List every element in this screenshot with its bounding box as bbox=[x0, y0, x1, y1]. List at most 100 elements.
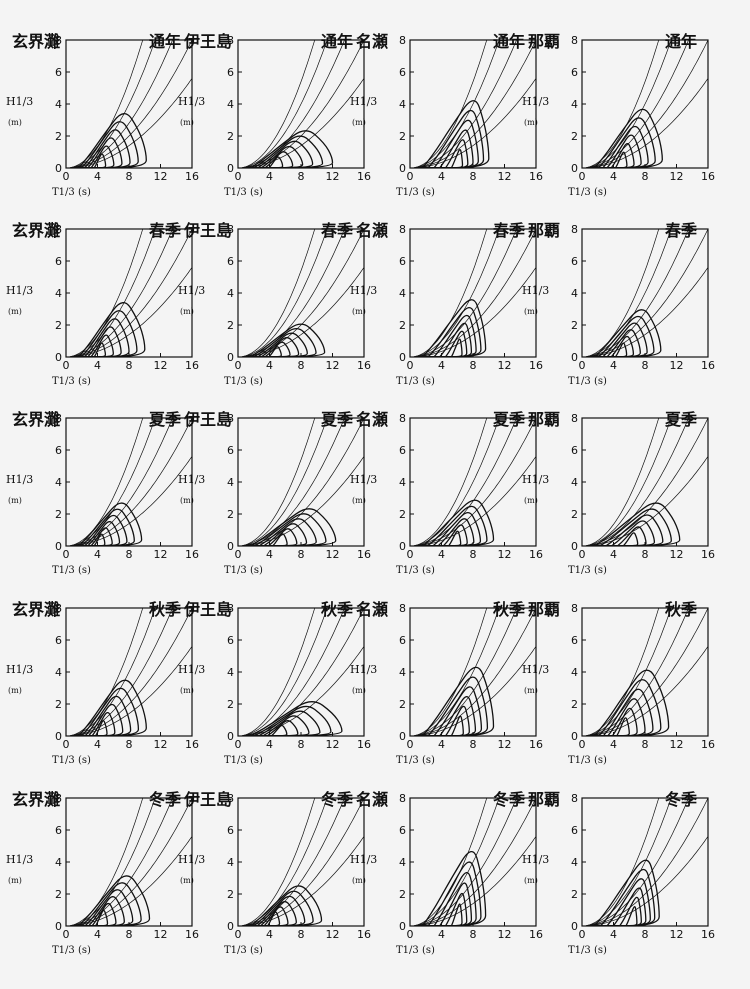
x-tick-label: 16 bbox=[529, 738, 543, 751]
station-label: 玄界灘 bbox=[12, 410, 61, 429]
y-tick-label: 4 bbox=[55, 856, 62, 869]
x-tick-label: 8 bbox=[298, 548, 305, 561]
y-tick-label: 4 bbox=[227, 476, 234, 489]
y-tick-label: 0 bbox=[571, 920, 578, 933]
y-tick-label: 0 bbox=[571, 162, 578, 175]
x-tick-label: 0 bbox=[235, 359, 242, 372]
x-tick-label: 8 bbox=[642, 170, 649, 183]
y-tick-label: 6 bbox=[399, 255, 406, 268]
y-axis-unit: (m) bbox=[8, 118, 22, 127]
y-axis-label: H1/3 bbox=[178, 853, 206, 866]
y-axis-unit: (m) bbox=[180, 307, 194, 316]
contour-line bbox=[248, 323, 326, 358]
x-axis-label: T1/3 (s) bbox=[224, 187, 263, 198]
y-tick-label: 2 bbox=[571, 319, 578, 332]
x-tick-label: 4 bbox=[438, 738, 445, 751]
x-axis-label: T1/3 (s) bbox=[396, 755, 435, 766]
x-tick-label: 8 bbox=[642, 359, 649, 372]
y-tick-label: 6 bbox=[55, 66, 62, 79]
x-tick-label: 8 bbox=[298, 738, 305, 751]
contour-line bbox=[420, 499, 495, 547]
y-tick-label: 6 bbox=[55, 255, 62, 268]
season-label: 通年 bbox=[492, 32, 525, 51]
contour-line bbox=[248, 508, 337, 547]
y-axis-label: H1/3 bbox=[350, 473, 378, 486]
contour-line bbox=[76, 875, 151, 927]
contour-line bbox=[421, 299, 487, 358]
y-tick-label: 0 bbox=[571, 351, 578, 364]
y-tick-label: 0 bbox=[399, 162, 406, 175]
x-tick-label: 8 bbox=[642, 548, 649, 561]
season-label: 秋季 bbox=[320, 600, 353, 619]
x-tick-label: 4 bbox=[94, 170, 101, 183]
contour-line bbox=[248, 130, 334, 169]
chart-panel: 名瀬 春季 H1/3 (m) T1/3 (s) 0 4 8 12 16 0 2 4 6 8 bbox=[350, 201, 543, 391]
x-tick-label: 0 bbox=[63, 548, 70, 561]
x-tick-label: 0 bbox=[235, 928, 242, 941]
steepness-curve bbox=[582, 608, 672, 736]
contour-plot: 0 4 8 12 16 0 2 4 6 8 bbox=[55, 792, 199, 941]
chart-panel: 玄界灘 夏季 H1/3 (m) T1/3 (s) 0 4 8 12 16 0 2 4 6 8 bbox=[6, 390, 199, 580]
x-tick-label: 8 bbox=[642, 928, 649, 941]
y-axis-label: H1/3 bbox=[6, 853, 34, 866]
x-tick-label: 0 bbox=[235, 738, 242, 751]
contour-line bbox=[250, 701, 343, 737]
station-label: 名瀬 bbox=[356, 790, 389, 809]
season-label: 秋季 bbox=[492, 600, 525, 619]
contour-plot: 0 4 8 12 16 0 2 4 6 8 bbox=[227, 412, 371, 561]
y-tick-label: 8 bbox=[55, 223, 62, 236]
steepness-curve bbox=[66, 418, 192, 546]
station-label: 伊王島 bbox=[184, 410, 233, 429]
season-label: 夏季 bbox=[492, 410, 525, 429]
steepness-curve bbox=[410, 40, 517, 168]
chart-panel: 名瀬 秋季 H1/3 (m) T1/3 (s) 0 4 8 12 16 0 2 4 6 8 bbox=[350, 580, 543, 770]
x-tick-label: 4 bbox=[610, 738, 617, 751]
x-tick-label: 4 bbox=[610, 548, 617, 561]
x-tick-label: 4 bbox=[94, 359, 101, 372]
contour-line bbox=[599, 868, 656, 927]
steepness-curve bbox=[582, 646, 708, 736]
y-axis-unit: (m) bbox=[180, 496, 194, 505]
chart-panel: 名瀬 夏季 H1/3 (m) T1/3 (s) 0 4 8 12 16 0 2 4 6 8 bbox=[350, 390, 543, 580]
x-tick-label: 16 bbox=[357, 548, 371, 561]
chart-panel: 那覇 秋季 H1/3 (m) T1/3 (s) 0 4 8 12 16 0 2 4 6 8 bbox=[522, 580, 715, 770]
y-tick-label: 6 bbox=[227, 824, 234, 837]
y-tick-label: 4 bbox=[227, 98, 234, 111]
y-tick-label: 4 bbox=[571, 856, 578, 869]
y-axis-label: H1/3 bbox=[350, 95, 378, 108]
contour-line bbox=[450, 149, 464, 169]
x-tick-label: 4 bbox=[610, 928, 617, 941]
steepness-curve bbox=[410, 608, 517, 736]
x-tick-label: 0 bbox=[63, 359, 70, 372]
y-tick-label: 8 bbox=[571, 792, 578, 805]
y-tick-label: 8 bbox=[227, 792, 234, 805]
x-tick-label: 8 bbox=[298, 170, 305, 183]
y-tick-label: 8 bbox=[399, 34, 406, 47]
station-label: 那覇 bbox=[528, 410, 561, 429]
steepness-curve bbox=[66, 798, 173, 926]
y-tick-label: 0 bbox=[55, 920, 62, 933]
steepness-curve bbox=[238, 418, 316, 546]
x-tick-label: 4 bbox=[438, 359, 445, 372]
x-axis-label: T1/3 (s) bbox=[396, 945, 435, 956]
x-tick-label: 16 bbox=[357, 359, 371, 372]
x-tick-label: 0 bbox=[407, 738, 414, 751]
season-label: 夏季 bbox=[664, 410, 697, 429]
y-tick-label: 8 bbox=[227, 223, 234, 236]
x-tick-label: 0 bbox=[579, 928, 586, 941]
x-tick-label: 12 bbox=[326, 170, 340, 183]
steepness-curve bbox=[582, 418, 660, 546]
y-tick-label: 6 bbox=[399, 634, 406, 647]
x-tick-label: 4 bbox=[266, 928, 273, 941]
contour-plot: 0 4 8 12 16 0 2 4 6 8 bbox=[399, 34, 543, 183]
steepness-curve bbox=[582, 798, 672, 926]
y-axis-unit: (m) bbox=[524, 876, 538, 885]
steepness-curve bbox=[582, 229, 672, 357]
y-axis-unit: (m) bbox=[352, 118, 366, 127]
y-tick-label: 4 bbox=[571, 98, 578, 111]
contour-line bbox=[592, 502, 681, 547]
station-label: 那覇 bbox=[528, 600, 561, 619]
x-axis-label: T1/3 (s) bbox=[396, 565, 435, 576]
station-label: 名瀬 bbox=[356, 221, 389, 240]
x-axis-label: T1/3 (s) bbox=[396, 376, 435, 387]
